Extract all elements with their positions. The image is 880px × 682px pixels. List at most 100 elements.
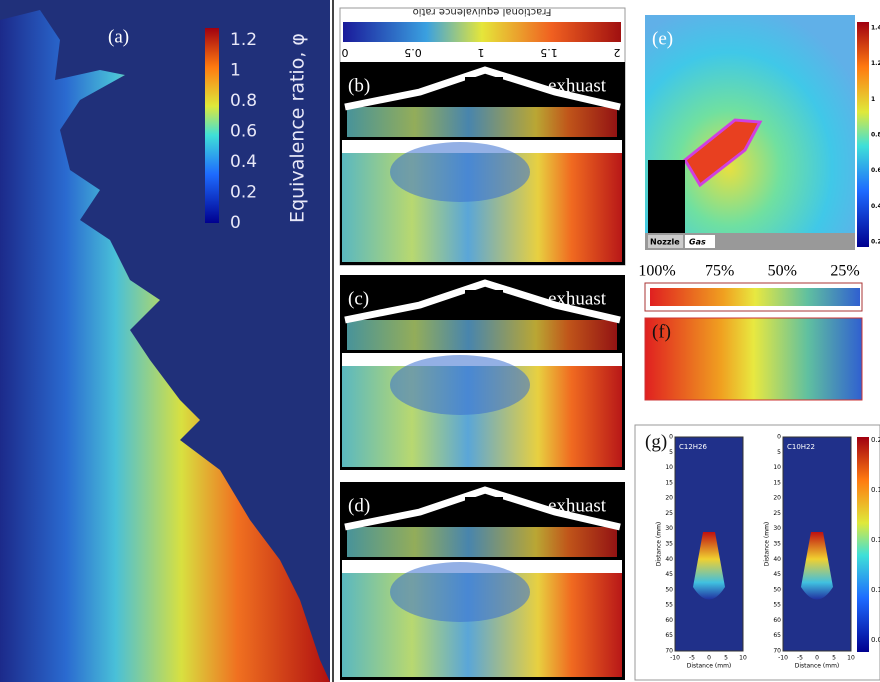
y-tick-label: 30 xyxy=(773,525,781,532)
y-axis-label: Distance (mm) xyxy=(656,522,663,567)
colorbar-tick-label: 0.2 xyxy=(230,183,257,203)
colorbar-tick-label: 1.2 xyxy=(230,30,257,50)
colorbar-tick-label: 0.4 xyxy=(230,152,257,172)
annotation: exhuast xyxy=(548,288,607,309)
valve xyxy=(465,497,503,527)
x-tick-label: 0 xyxy=(815,655,819,662)
y-axis-label: Distance (mm) xyxy=(764,522,771,567)
y-tick-label: 25 xyxy=(665,510,673,517)
x-tick-label: 5 xyxy=(724,655,728,662)
y-tick-label: 55 xyxy=(773,602,781,609)
colorbar-tick-label: 100% xyxy=(638,263,675,280)
panel-e: Nozzle Gas (e) 1.41.210.80.60.40.2 xyxy=(645,15,880,250)
panel-label: (b) xyxy=(348,75,370,96)
y-tick-label: 25 xyxy=(773,510,781,517)
lean-core xyxy=(390,562,530,622)
y-tick-label: 20 xyxy=(665,495,673,502)
panel-f: (f) 100% 75% 50% 25% xyxy=(638,263,862,400)
colorbar-tick-label: 1 xyxy=(230,61,241,81)
annotation: exhuast xyxy=(548,495,607,516)
colorbar-tick-label: 1.2 xyxy=(871,60,880,67)
panel-label: (a) xyxy=(108,26,129,47)
page: {"panels":{ "a":{"label":"(a)","colorbar… xyxy=(0,0,880,682)
colorbar-tick-label: 0.2 xyxy=(871,436,880,444)
y-tick-label: 50 xyxy=(665,586,673,593)
y-tick-label: 35 xyxy=(773,541,781,548)
x-tick-label: -10 xyxy=(670,655,680,662)
panel-g: (g) C12H260510152025303540455055606570-1… xyxy=(635,425,880,680)
y-tick-label: 10 xyxy=(773,464,781,471)
plot-title: C12H26 xyxy=(679,443,708,451)
panel-label: (g) xyxy=(645,431,667,452)
x-tick-label: 5 xyxy=(832,655,836,662)
colorbar-tick-label: 0 xyxy=(342,46,349,59)
y-tick-label: 5 xyxy=(777,449,781,456)
colorbar-tick-label: 75% xyxy=(705,263,734,280)
y-tick-label: 70 xyxy=(773,648,781,655)
panel-d: (d) exhuast xyxy=(340,482,625,680)
valve xyxy=(465,77,503,107)
x-axis-label: Distance (mm) xyxy=(687,663,732,670)
colorbar xyxy=(857,437,869,652)
cylinder-head xyxy=(347,107,617,137)
y-tick-label: 35 xyxy=(665,541,673,548)
colorbar-tick-label: 0.6 xyxy=(871,167,880,174)
x-tick-label: 10 xyxy=(847,655,855,662)
y-tick-label: 15 xyxy=(665,479,673,486)
y-tick-label: 65 xyxy=(773,632,781,639)
colorbar-title: Equivalence ratio, φ xyxy=(287,33,309,223)
colorbar-tick-label: 1 xyxy=(478,46,485,59)
y-tick-label: 45 xyxy=(773,571,781,578)
colorbar-tick-label: 1.4 xyxy=(871,25,880,32)
y-tick-label: 50 xyxy=(773,586,781,593)
y-tick-label: 65 xyxy=(665,632,673,639)
colorbar-tick-label: 0.8 xyxy=(230,91,257,111)
panel-a: (a) 1.210.80.60.40.20 Equivalence ratio,… xyxy=(0,0,330,682)
colorbar-tick-label: 25% xyxy=(830,263,859,280)
lean-core xyxy=(390,355,530,415)
panel-label: (f) xyxy=(652,321,671,342)
panel-c: (c) exhuast xyxy=(340,275,625,470)
colorbar-tick-label: 0.1 xyxy=(871,486,880,494)
y-tick-label: 15 xyxy=(773,479,781,486)
colorbar-tick-label: 1 xyxy=(871,96,875,103)
y-tick-label: 70 xyxy=(665,648,673,655)
x-tick-label: -5 xyxy=(797,655,803,662)
nozzle-block xyxy=(648,160,685,233)
colorbar-tick-label: 0.5 xyxy=(404,46,422,59)
y-tick-label: 20 xyxy=(773,495,781,502)
colorbar-tick-label: 0.1 xyxy=(871,586,880,594)
nozzle-label: Nozzle xyxy=(650,238,680,247)
y-tick-label: 40 xyxy=(665,556,673,563)
valve xyxy=(465,290,503,320)
x-tick-label: -5 xyxy=(689,655,695,662)
panel-b: (b) exhuast xyxy=(340,62,625,265)
colorbar xyxy=(650,288,860,306)
colorbar-tick-label: 50% xyxy=(768,263,797,280)
colorbar-tick-label: 0.1 xyxy=(871,536,880,544)
colorbar-tick-label: 0.2 xyxy=(871,239,880,246)
x-tick-label: 10 xyxy=(739,655,747,662)
panel-label: (d) xyxy=(348,495,370,516)
colorbar xyxy=(857,22,869,247)
y-tick-label: 55 xyxy=(665,602,673,609)
colorbar-tick-label: 2 xyxy=(614,46,621,59)
colorbar-tick-label: 0.4 xyxy=(871,203,880,210)
colorbar-tick-label: 0.8 xyxy=(871,132,880,139)
heatmap xyxy=(645,318,862,400)
annotation: exhuast xyxy=(548,75,607,96)
cylinder-head xyxy=(347,320,617,350)
x-tick-label: -10 xyxy=(778,655,788,662)
colorbar-tick-label: 0.0 xyxy=(871,636,880,644)
panel-label: (e) xyxy=(652,28,673,49)
y-tick-label: 0 xyxy=(669,434,673,441)
plot-title: C10H22 xyxy=(787,443,815,451)
colorbar-tick-label: 1.5 xyxy=(540,46,558,59)
x-axis-label: Distance (mm) xyxy=(795,663,840,670)
y-tick-label: 45 xyxy=(665,571,673,578)
panel-label: (c) xyxy=(348,288,369,309)
lean-core xyxy=(390,142,530,202)
colorbar-tick-label: 0.6 xyxy=(230,122,257,142)
y-tick-label: 30 xyxy=(665,525,673,532)
colorbar xyxy=(343,22,621,42)
